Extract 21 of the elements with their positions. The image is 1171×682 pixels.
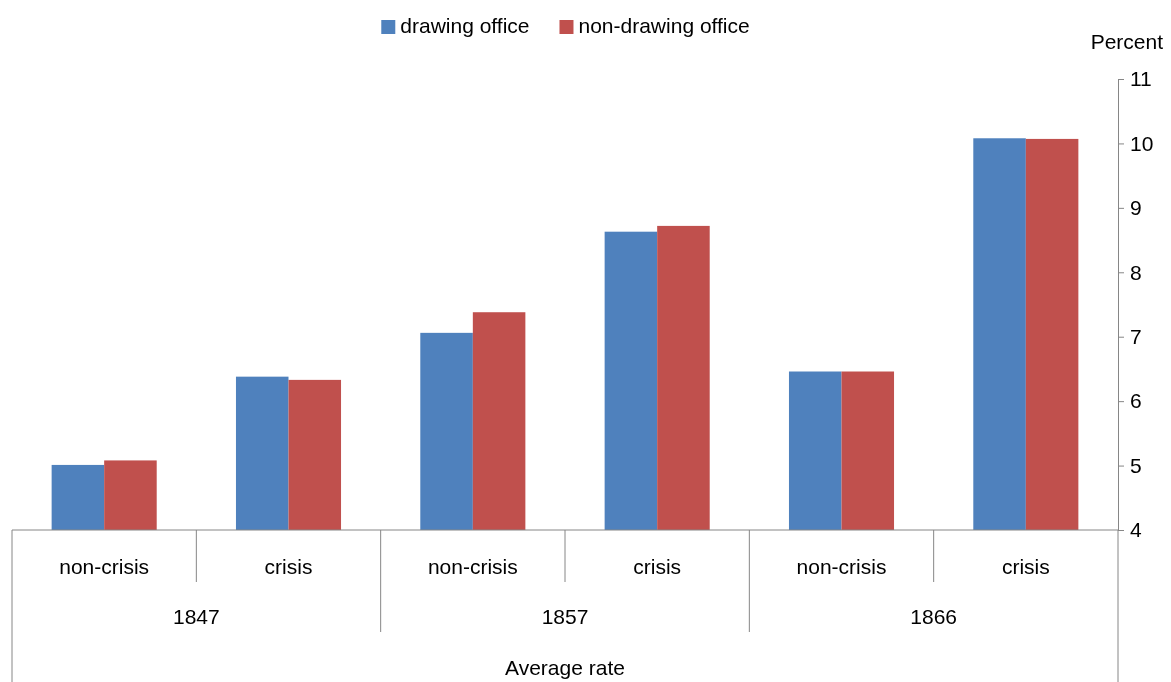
y-tick-label: 9 (1130, 196, 1142, 220)
y-tick-label: 4 (1130, 518, 1142, 542)
y-tick-label: 6 (1130, 389, 1142, 413)
text: 1847 (172, 605, 220, 628)
y-tick-label: 11 (1130, 67, 1152, 91)
y-tick-label: 7 (1130, 324, 1142, 348)
legend-label: non-drawing office (578, 14, 750, 37)
x-tick-label: crisis (1001, 555, 1050, 578)
legend-label: drawing office (400, 14, 530, 37)
y-tick-label: 10 (1130, 131, 1154, 155)
y-axis-title: Percent (1090, 30, 1164, 53)
text: 1866 (910, 605, 958, 628)
y-tick-label: 8 (1130, 260, 1142, 284)
x-tick-label: crisis (633, 555, 682, 578)
text: 1857 (541, 605, 589, 628)
x-tick-label: non-crisis (427, 555, 518, 578)
x-tick-label: non-crisis (796, 555, 887, 578)
x-tick-label: non-crisis (59, 555, 150, 578)
y-tick-label: 5 (1130, 453, 1142, 477)
x-axis-title: Average rate (505, 656, 625, 679)
x-tick-label: crisis (264, 555, 313, 578)
